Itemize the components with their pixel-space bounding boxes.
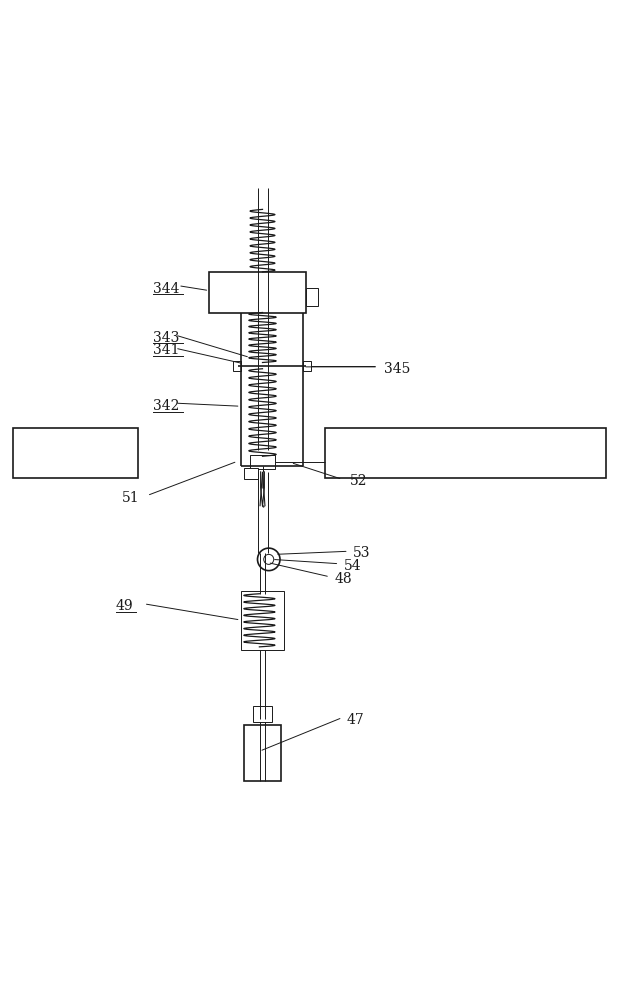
FancyBboxPatch shape — [253, 706, 272, 722]
Text: 52: 52 — [350, 474, 368, 488]
FancyBboxPatch shape — [233, 361, 241, 371]
Text: 48: 48 — [334, 572, 352, 586]
Text: 345: 345 — [384, 362, 411, 376]
FancyBboxPatch shape — [306, 288, 318, 306]
Text: 49: 49 — [116, 599, 133, 613]
Text: 51: 51 — [122, 491, 139, 505]
Text: 341: 341 — [153, 343, 179, 357]
Text: 343: 343 — [153, 330, 179, 344]
Text: 47: 47 — [347, 713, 364, 727]
FancyBboxPatch shape — [241, 591, 284, 650]
FancyBboxPatch shape — [12, 428, 138, 478]
FancyBboxPatch shape — [244, 725, 281, 781]
FancyBboxPatch shape — [209, 272, 306, 312]
Text: 344: 344 — [153, 282, 179, 296]
Text: 53: 53 — [353, 546, 371, 560]
FancyBboxPatch shape — [303, 361, 311, 371]
Text: 342: 342 — [153, 399, 179, 413]
FancyBboxPatch shape — [250, 455, 275, 469]
FancyBboxPatch shape — [244, 468, 258, 479]
FancyBboxPatch shape — [325, 428, 606, 478]
Text: 54: 54 — [344, 559, 361, 573]
